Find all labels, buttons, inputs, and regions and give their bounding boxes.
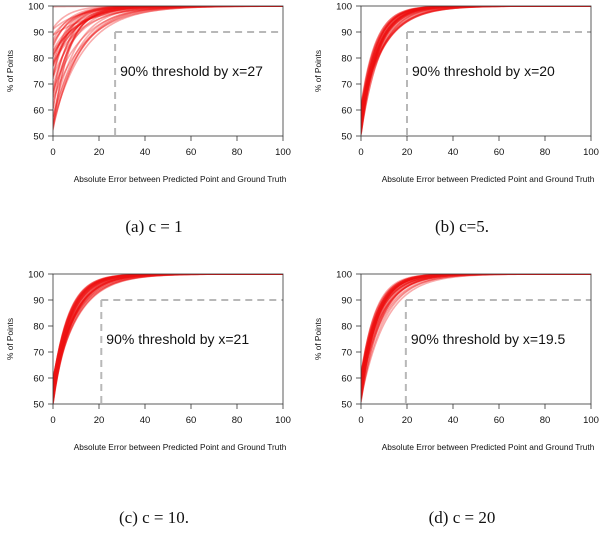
x-tick-label: 80 <box>540 415 551 426</box>
chart-panel-a: 90% threshold by x=27 0 20 40 60 80 100 50 60 70 8… <box>0 0 308 268</box>
x-tick-label: 40 <box>448 415 459 426</box>
series-line <box>53 6 283 109</box>
y-tick-label: 50 <box>33 400 44 411</box>
chart-panel-d: 90% threshold by x=19.5 0 20 40 60 80 100 50 60 7… <box>308 268 616 536</box>
x-axis-label: Absolute Error between Predicted Point a… <box>74 174 287 184</box>
chart-c: 90% threshold by x=21 0 20 40 60 80 100 50 60 70 8… <box>5 270 291 453</box>
x-axis-label: Absolute Error between Predicted Point a… <box>382 442 595 452</box>
x-tick-label: 80 <box>232 415 243 426</box>
y-axis-label: % of Points <box>5 50 15 92</box>
chart-panel-b: 90% threshold by x=20 0 20 40 60 80 100 50 60 70 8… <box>308 0 616 268</box>
plot-frame <box>52 5 284 137</box>
chart-a: 90% threshold by x=27 0 20 40 60 80 100 50 60 70 8… <box>5 2 291 185</box>
series-line <box>53 6 283 117</box>
y-tick-label: 80 <box>33 54 44 65</box>
x-tick-label: 0 <box>50 147 55 158</box>
x-axis-label: Absolute Error between Predicted Point a… <box>382 174 595 184</box>
plot-frame <box>360 273 592 405</box>
y-axis-label: % of Points <box>313 50 323 92</box>
x-tick-label: 100 <box>275 147 291 158</box>
x-tick-label: 60 <box>186 415 197 426</box>
y-tick-label: 80 <box>33 322 44 333</box>
y-tick-label: 60 <box>33 374 44 385</box>
series-line <box>361 6 591 112</box>
x-tick-label: 100 <box>583 147 599 158</box>
x-axis-label: Absolute Error between Predicted Point a… <box>74 442 287 452</box>
y-tick-label: 70 <box>33 348 44 359</box>
threshold-label: 90% threshold by x=27 <box>120 63 263 79</box>
x-tick-label: 20 <box>402 415 413 426</box>
x-tick-label: 60 <box>186 147 197 158</box>
y-tick-label: 90 <box>33 28 44 39</box>
series-line <box>361 6 591 116</box>
y-tick-label: 100 <box>336 2 352 13</box>
plot-frame <box>52 273 284 405</box>
caption-c: (c) c = 10. <box>118 508 189 527</box>
y-tick-label: 80 <box>341 54 352 65</box>
y-tick-label: 100 <box>28 270 44 281</box>
threshold-label: 90% threshold by x=19.5 <box>411 331 566 347</box>
x-tick-label: 20 <box>94 147 105 158</box>
series-line <box>53 6 283 118</box>
x-tick-label: 40 <box>140 415 151 426</box>
x-tick-label: 100 <box>583 415 599 426</box>
y-tick-label: 90 <box>341 28 352 39</box>
chart-b: 90% threshold by x=20 0 20 40 60 80 100 50 60 70 8… <box>313 2 599 185</box>
y-tick-label: 100 <box>28 2 44 13</box>
caption-d: (d) c = 20 <box>428 508 496 527</box>
y-tick-label: 50 <box>33 132 44 143</box>
chart-d: 90% threshold by x=19.5 0 20 40 60 80 100 50 60 7… <box>313 270 599 453</box>
x-tick-label: 0 <box>358 415 363 426</box>
x-tick-label: 60 <box>494 415 505 426</box>
y-tick-label: 50 <box>341 132 352 143</box>
x-tick-label: 60 <box>494 147 505 158</box>
y-tick-label: 50 <box>341 400 352 411</box>
series-line <box>53 274 283 381</box>
y-tick-label: 80 <box>341 322 352 333</box>
plot-frame <box>360 5 592 137</box>
chart-panel-c: 90% threshold by x=21 0 20 40 60 80 100 50 60 70 8… <box>0 268 308 536</box>
y-tick-label: 60 <box>33 106 44 117</box>
y-tick-label: 70 <box>341 348 352 359</box>
series-line <box>361 274 591 377</box>
y-tick-label: 90 <box>33 296 44 307</box>
y-tick-label: 70 <box>33 80 44 91</box>
y-tick-label: 90 <box>341 296 352 307</box>
y-axis-label: % of Points <box>5 318 15 360</box>
x-tick-label: 0 <box>50 415 55 426</box>
y-tick-label: 60 <box>341 106 352 117</box>
x-tick-label: 40 <box>140 147 151 158</box>
x-tick-label: 20 <box>94 415 105 426</box>
y-tick-label: 60 <box>341 374 352 385</box>
x-tick-label: 20 <box>402 147 413 158</box>
threshold-label: 90% threshold by x=20 <box>412 63 555 79</box>
x-tick-label: 0 <box>358 147 363 158</box>
threshold-label: 90% threshold by x=21 <box>106 331 249 347</box>
x-tick-label: 80 <box>540 147 551 158</box>
y-axis-label: % of Points <box>313 318 323 360</box>
x-tick-label: 40 <box>448 147 459 158</box>
y-tick-label: 100 <box>336 270 352 281</box>
y-tick-label: 70 <box>341 80 352 91</box>
caption-a: (a) c = 1 <box>125 217 183 236</box>
x-tick-label: 80 <box>232 147 243 158</box>
caption-b: (b) c=5. <box>435 217 489 236</box>
x-tick-label: 100 <box>275 415 291 426</box>
